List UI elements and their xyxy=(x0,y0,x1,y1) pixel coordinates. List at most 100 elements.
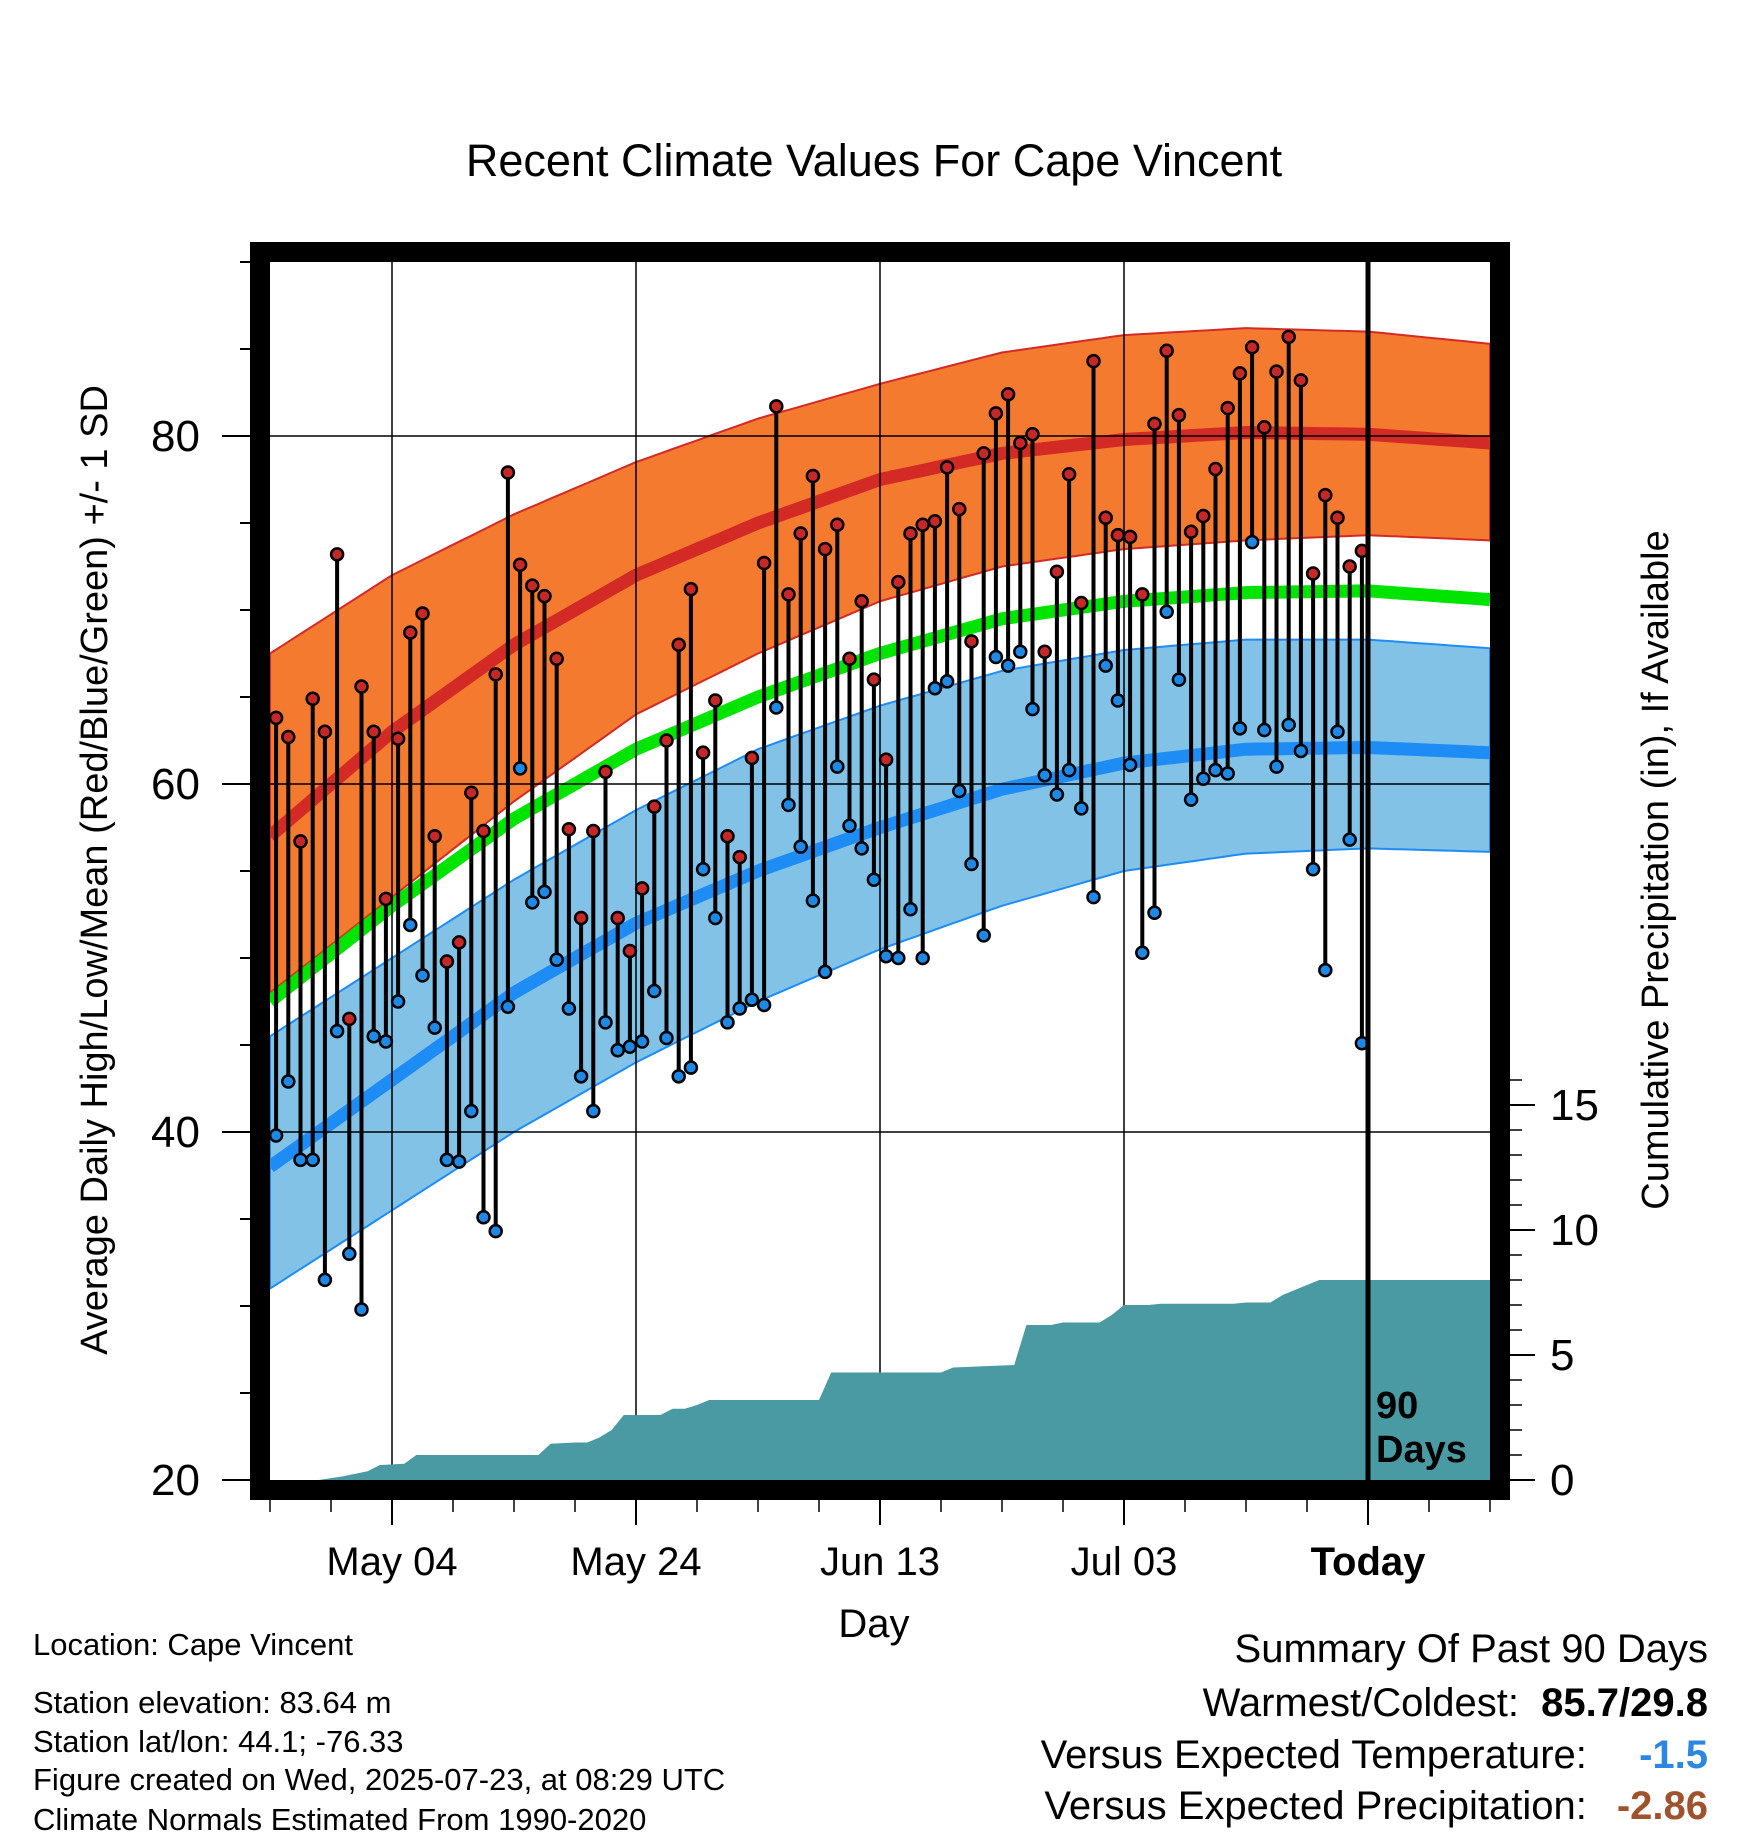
low-temp-point xyxy=(781,797,796,813)
high-temp-point xyxy=(1135,587,1150,602)
high-temp-point xyxy=(927,514,943,529)
y2-tick-label: 10 xyxy=(1550,1206,1599,1255)
low-temp-point xyxy=(695,862,711,877)
low-temp-point xyxy=(1025,701,1040,717)
y-tick-label: 20 xyxy=(151,1456,200,1505)
left-y-axis: 20 40 60 80 xyxy=(151,261,250,1505)
low-temp-point xyxy=(1147,905,1162,921)
high-temp-point xyxy=(964,634,979,649)
high-temp-point xyxy=(317,724,333,740)
grid-lines xyxy=(270,262,1490,1480)
low-temp-point xyxy=(476,1210,491,1225)
low-temp-point xyxy=(854,841,869,856)
low-temp-point xyxy=(720,1015,735,1030)
high-temp-point xyxy=(866,672,882,687)
high-temp-point xyxy=(1013,435,1028,451)
low-temp-point xyxy=(1318,962,1333,978)
high-temp-point xyxy=(366,724,381,740)
summary-warmest-coldest: Warmest/Coldest: 85.7/29.8 xyxy=(1203,1683,1708,1723)
low-temp-point xyxy=(1049,787,1065,802)
high-temp-point xyxy=(915,517,930,532)
low-temp-point xyxy=(427,1020,442,1035)
temp-label: Versus Expected Temperature: xyxy=(1040,1733,1587,1777)
low-temp-point xyxy=(573,1069,589,1084)
low-temp-point xyxy=(1293,743,1309,759)
low-temp-point xyxy=(500,999,516,1014)
low-temp-point xyxy=(488,1223,503,1239)
low-temp-point xyxy=(756,997,772,1013)
today-marker: 90 Days xyxy=(1365,262,1467,1480)
x-tick-label: May 24 xyxy=(570,1540,701,1584)
x-tick-label: Jul 03 xyxy=(1071,1540,1178,1584)
high-temp-point xyxy=(952,501,967,517)
y2-axis-label: Cumulative Precipitation (in), If Availa… xyxy=(1635,530,1677,1209)
high-temp-point xyxy=(878,752,894,767)
low-temp-point xyxy=(1037,768,1052,783)
low-temp-point xyxy=(525,895,540,910)
low-temp-point xyxy=(451,1154,467,1169)
precip-value: -2.86 xyxy=(1616,1784,1708,1828)
high-temp-point xyxy=(732,849,747,865)
low-temp-point xyxy=(1000,658,1016,673)
high-temp-point xyxy=(805,468,821,484)
low-temp-point xyxy=(561,1001,577,1016)
high-temp-point xyxy=(903,526,918,541)
low-temp-point xyxy=(366,1029,381,1044)
high-temp-point xyxy=(598,764,613,780)
high-temp-point xyxy=(671,637,686,653)
high-temp-point xyxy=(268,710,284,726)
low-temp-point xyxy=(281,1074,296,1089)
low-temp-point xyxy=(293,1152,308,1168)
high-temp-point xyxy=(659,733,674,748)
high-temp-point xyxy=(634,881,650,896)
low-temp-point xyxy=(439,1152,455,1168)
high-temp-point xyxy=(781,587,796,602)
low-temp-point xyxy=(1110,693,1126,708)
low-temp-point xyxy=(512,761,528,776)
high-temp-point xyxy=(891,574,906,590)
x-tick-label: May 04 xyxy=(326,1540,457,1584)
high-temp-point xyxy=(586,823,601,839)
low-temp-point xyxy=(1196,771,1211,787)
low-temp-point xyxy=(610,1042,625,1058)
high-temp-point xyxy=(1342,559,1357,574)
low-temp-point xyxy=(903,902,918,917)
low-temp-point xyxy=(549,952,564,967)
low-temp-point xyxy=(793,839,808,854)
high-temp-point xyxy=(842,651,857,666)
x-tick-label: Jun 13 xyxy=(820,1540,940,1584)
y-axis-label: Average Daily High/Low/Mean (Red/Blue/Gr… xyxy=(74,385,116,1355)
low-temp-point xyxy=(1220,766,1235,781)
high-temp-point xyxy=(342,1011,357,1027)
low-temp-point xyxy=(317,1272,333,1288)
high-temp-point xyxy=(744,750,760,766)
low-temp-point xyxy=(1159,604,1174,619)
low-temp-point xyxy=(1305,862,1321,877)
low-temp-point xyxy=(915,950,930,966)
warmest-coldest-label: Warmest/Coldest: xyxy=(1202,1681,1519,1725)
low-temp-point xyxy=(342,1246,357,1262)
right-y-axis: 0 5 10 15 xyxy=(1510,1079,1599,1505)
high-temp-point xyxy=(1232,366,1248,381)
normals-label: Climate Normals Estimated From 1990-2020 xyxy=(33,1802,647,1837)
high-temp-point xyxy=(1037,644,1052,660)
low-temp-point xyxy=(939,674,955,689)
high-temp-point xyxy=(610,910,625,926)
high-temp-point xyxy=(1305,566,1321,581)
today-days-label-2: Days xyxy=(1376,1429,1467,1471)
today-days-label: 90 xyxy=(1376,1385,1418,1427)
low-temp-point xyxy=(378,1034,394,1049)
low-temp-point xyxy=(1061,762,1077,778)
high-temp-point xyxy=(647,799,662,814)
high-temp-point xyxy=(537,588,552,604)
low-temp-point xyxy=(952,783,967,799)
high-temp-point xyxy=(488,667,503,682)
low-temp-point xyxy=(842,818,857,834)
low-temp-point xyxy=(671,1069,686,1084)
low-temp-point xyxy=(1281,717,1296,733)
low-temp-point xyxy=(586,1103,601,1119)
low-temp-point xyxy=(268,1128,284,1143)
low-temp-point xyxy=(598,1015,613,1030)
high-temp-point xyxy=(1318,487,1333,503)
summary-precipitation: Versus Expected Precipitation: -2.86 xyxy=(1044,1786,1708,1826)
